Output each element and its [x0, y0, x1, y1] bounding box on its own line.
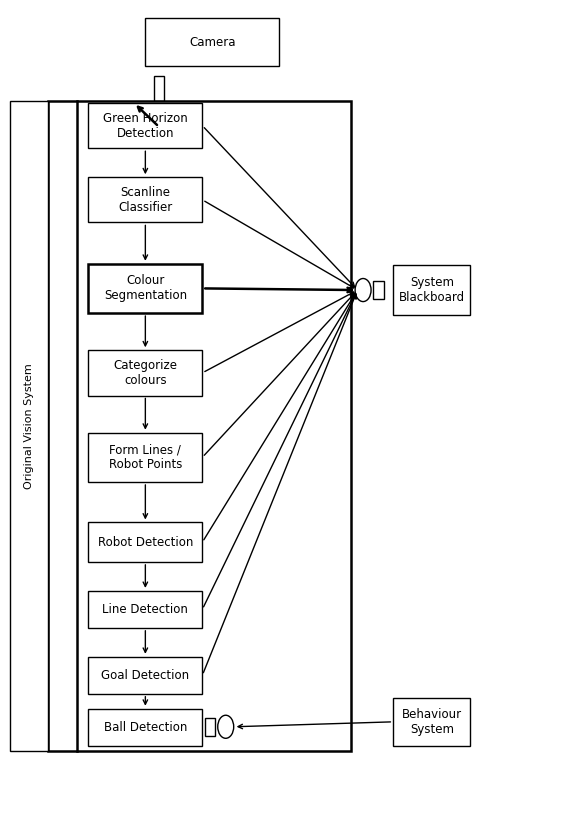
Text: System
Blackboard: System Blackboard — [398, 276, 465, 304]
Bar — [48, 101, 351, 751]
Circle shape — [355, 279, 371, 302]
Bar — [393, 265, 470, 315]
Bar — [145, 18, 279, 66]
Bar — [10, 101, 48, 751]
Bar — [88, 522, 202, 562]
Text: Categorize
colours: Categorize colours — [113, 359, 177, 386]
Bar — [88, 350, 202, 396]
Text: Ball Detection: Ball Detection — [104, 721, 187, 733]
Text: Camera: Camera — [189, 35, 235, 49]
Bar — [88, 591, 202, 628]
Circle shape — [218, 715, 234, 738]
Text: Form Lines /
Robot Points: Form Lines / Robot Points — [109, 443, 182, 471]
Bar — [88, 433, 202, 482]
Bar — [88, 177, 202, 222]
Text: Goal Detection: Goal Detection — [101, 669, 189, 681]
Bar — [154, 76, 164, 101]
Bar — [393, 698, 470, 746]
Text: Robot Detection: Robot Detection — [97, 536, 193, 549]
Bar — [88, 103, 202, 148]
Text: Original Vision System: Original Vision System — [25, 363, 34, 489]
Bar — [205, 718, 215, 736]
Text: Line Detection: Line Detection — [103, 603, 188, 616]
Text: Behaviour
System: Behaviour System — [402, 708, 462, 736]
Bar — [373, 281, 384, 299]
Bar — [88, 657, 202, 694]
Bar — [88, 709, 202, 746]
Text: Scanline
Classifier: Scanline Classifier — [118, 186, 173, 213]
Bar — [88, 264, 202, 313]
Text: Green Horizon
Detection: Green Horizon Detection — [103, 112, 188, 139]
Circle shape — [152, 107, 166, 127]
Text: Colour
Segmentation: Colour Segmentation — [104, 274, 187, 302]
